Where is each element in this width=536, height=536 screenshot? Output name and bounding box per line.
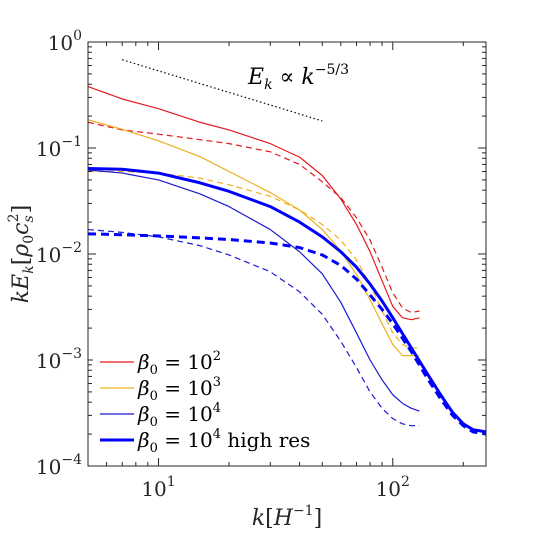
series-layer	[87, 85, 487, 436]
annotation-slope: Ek ∝ k−5/3	[247, 62, 349, 93]
x-tick-label: 101	[141, 474, 175, 501]
series-line-6	[87, 228, 420, 427]
series-line-4	[88, 170, 420, 349]
y-axis-label: kEk[ρ0cs2]	[6, 205, 37, 303]
series-line-5	[87, 169, 420, 412]
y-tick-label: 100	[48, 28, 82, 55]
legend-label-3: β0 = 104	[137, 401, 221, 430]
y-tick-label: 10−4	[36, 452, 82, 479]
y-tick-label: 10−2	[36, 240, 82, 267]
reference-line-layer	[122, 59, 323, 122]
legend-label-4: β0 = 104 high res	[137, 427, 310, 456]
series-line-7	[87, 167, 487, 434]
legend-label-1: β0 = 102	[137, 349, 221, 378]
series-line-3	[87, 119, 420, 357]
x-tick-label: 102	[376, 474, 410, 501]
reference-slope-line	[122, 59, 323, 122]
series-line-2	[87, 121, 420, 314]
y-tick-label: 10−1	[36, 134, 82, 161]
series-line-8	[87, 232, 487, 436]
x-axis-label: k[H−1]	[252, 503, 322, 531]
tick-layer: 100 10−1 10−2 10−3 10−4 101 102	[36, 28, 486, 501]
y-tick-label: 10−3	[36, 346, 82, 373]
series-line-1	[87, 85, 420, 321]
legend-label-2: β0 = 103	[137, 375, 221, 404]
legend-background	[93, 342, 305, 454]
